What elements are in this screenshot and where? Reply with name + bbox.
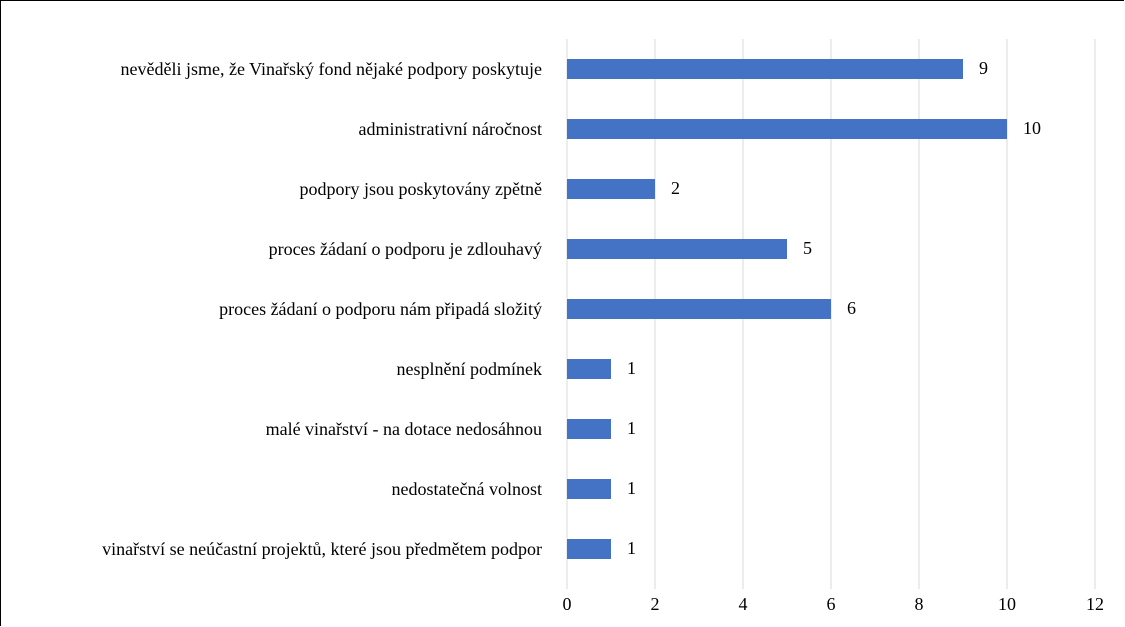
data-label: 9 [979,58,988,78]
bar [567,419,611,439]
data-label: 5 [803,238,812,258]
bar [567,179,655,199]
data-label: 1 [627,478,636,498]
x-tick-label: 6 [827,594,836,614]
data-label: 6 [847,298,856,318]
category-label: malé vinařství - na dotace nedosáhnou [265,419,542,439]
data-label: 1 [627,418,636,438]
data-label: 1 [627,358,636,378]
x-tick-label: 4 [739,594,748,614]
category-label: nesplnění podmínek [396,359,542,379]
x-tick-label: 2 [651,594,660,614]
x-tick-label: 12 [1086,594,1104,614]
data-label: 1 [627,538,636,558]
category-label: nedostatečná volnost [391,479,542,499]
bar [567,239,787,259]
bar [567,359,611,379]
x-tick-label: 0 [563,594,572,614]
bar [567,479,611,499]
bar [567,59,963,79]
x-tick-label: 8 [915,594,924,614]
category-label: administrativní náročnost [358,119,542,139]
category-label: proces žádaní o podporu nám připadá slož… [219,299,542,319]
data-label: 2 [671,178,680,198]
bar [567,299,831,319]
bar [567,539,611,559]
category-label: podpory jsou poskytovány zpětně [299,179,542,199]
x-tick-label: 10 [998,594,1016,614]
category-label: proces žádaní o podporu je zdlouhavý [268,239,542,259]
category-label: nevěděli jsme, že Vinařský fond nějaké p… [120,59,542,79]
bar [567,119,1007,139]
data-label: 10 [1023,118,1041,138]
category-label: vinařství se neúčastní projektů, které j… [102,539,542,559]
